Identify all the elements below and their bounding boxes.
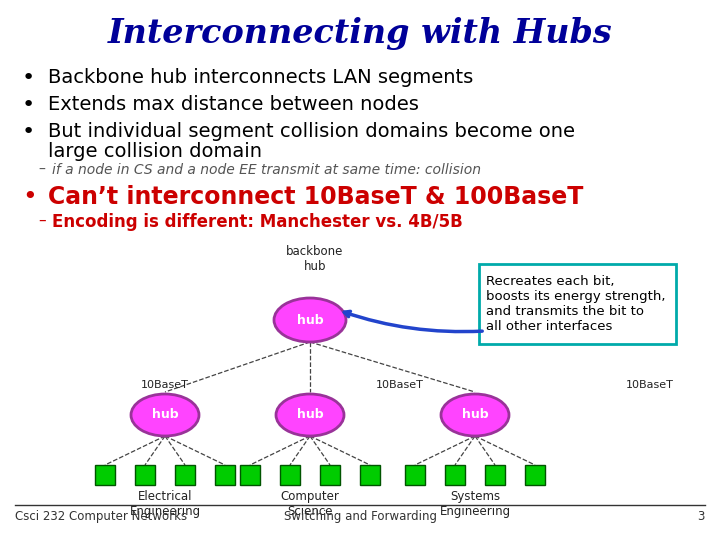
Text: •: • [22,68,35,88]
Text: Csci 232 Computer Networks: Csci 232 Computer Networks [15,510,187,523]
Text: Can’t interconnect 10BaseT & 100BaseT: Can’t interconnect 10BaseT & 100BaseT [48,185,583,209]
Text: Computer
Science: Computer Science [281,490,339,518]
Text: 10BaseT: 10BaseT [626,380,674,390]
Text: backbone
hub: backbone hub [287,245,343,273]
Text: 3: 3 [698,510,705,523]
Text: Encoding is different: Manchester vs. 4B/5B: Encoding is different: Manchester vs. 4B… [52,213,463,231]
Text: Recreates each bit,
boosts its energy strength,
and transmits the bit to
all oth: Recreates each bit, boosts its energy st… [486,275,665,333]
FancyBboxPatch shape [360,465,380,485]
Text: Extends max distance between nodes: Extends max distance between nodes [48,95,419,114]
Text: •: • [22,95,35,115]
Text: Backbone hub interconnects LAN segments: Backbone hub interconnects LAN segments [48,68,473,87]
FancyBboxPatch shape [405,465,425,485]
Ellipse shape [131,394,199,436]
FancyBboxPatch shape [320,465,340,485]
Text: •: • [22,185,37,209]
FancyBboxPatch shape [175,465,195,485]
Text: Switching and Forwarding: Switching and Forwarding [284,510,436,523]
FancyBboxPatch shape [280,465,300,485]
Text: hub: hub [297,408,323,422]
Text: •: • [22,122,35,142]
FancyBboxPatch shape [215,465,235,485]
Ellipse shape [274,298,346,342]
Text: 10BaseT: 10BaseT [141,380,189,390]
Text: hub: hub [297,314,323,327]
FancyBboxPatch shape [479,264,676,344]
FancyBboxPatch shape [485,465,505,485]
Text: Electrical
Engineering: Electrical Engineering [130,490,201,518]
FancyBboxPatch shape [445,465,465,485]
Text: Interconnecting with Hubs: Interconnecting with Hubs [108,17,612,50]
FancyBboxPatch shape [240,465,260,485]
FancyBboxPatch shape [95,465,115,485]
FancyBboxPatch shape [525,465,545,485]
Text: hub: hub [462,408,488,422]
Text: hub: hub [152,408,179,422]
Ellipse shape [441,394,509,436]
Ellipse shape [276,394,344,436]
Text: –: – [38,213,45,228]
Text: if a node in CS and a node EE transmit at same time: collision: if a node in CS and a node EE transmit a… [52,163,481,177]
Text: But individual segment collision domains become one: But individual segment collision domains… [48,122,575,141]
Text: large collision domain: large collision domain [48,142,262,161]
Text: Systems
Engineering: Systems Engineering [439,490,510,518]
Text: –: – [38,163,45,177]
Text: 10BaseT: 10BaseT [376,380,424,390]
FancyBboxPatch shape [135,465,155,485]
